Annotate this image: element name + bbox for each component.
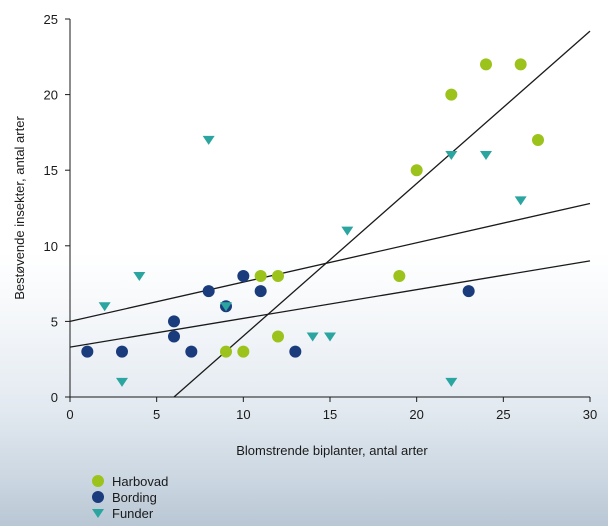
data-points	[81, 58, 544, 387]
data-point-funder	[480, 151, 492, 161]
legend-marker-harbovad	[92, 475, 104, 487]
data-point-harbovad	[410, 164, 423, 177]
data-point-bording	[254, 285, 267, 298]
data-point-funder	[445, 151, 458, 161]
data-point-bording	[168, 330, 180, 343]
data-point-funder	[514, 196, 527, 206]
data-point-harbovad	[514, 58, 527, 71]
data-point-harbovad	[480, 58, 492, 71]
x-tick-label: 30	[583, 407, 597, 422]
y-ticks: 0 5 10 15 20 25	[44, 12, 70, 405]
legend-label-bording: Bording	[112, 490, 157, 505]
data-point-bording	[81, 345, 94, 358]
data-point-bording	[116, 345, 128, 358]
data-point-bording	[202, 285, 215, 298]
data-point-harbovad	[237, 345, 250, 358]
data-point-harbovad	[220, 345, 232, 358]
data-point-funder	[306, 332, 319, 342]
data-point-funder	[324, 332, 336, 342]
x-tick-label: 5	[153, 407, 160, 422]
data-point-bording	[185, 345, 198, 358]
data-point-bording	[462, 285, 475, 298]
data-point-harbovad	[445, 88, 458, 101]
x-tick-label: 25	[496, 407, 510, 422]
data-point-harbovad	[532, 133, 544, 146]
y-tick-label: 5	[51, 314, 58, 329]
legend-marker-funder	[92, 508, 104, 518]
trendlines	[69, 30, 591, 398]
data-point-funder	[341, 226, 354, 236]
y-axis: 0 5 10 15 20 25	[44, 12, 71, 405]
y-tick-label: 0	[51, 390, 58, 405]
data-point-funder	[98, 302, 111, 312]
x-axis-label: Blomstrende biplanter, antal arter	[236, 443, 428, 458]
x-tick-label: 15	[323, 407, 337, 422]
y-tick-label: 20	[44, 88, 58, 103]
data-point-bording	[237, 270, 250, 283]
data-point-funder	[202, 135, 215, 145]
data-point-harbovad	[393, 270, 406, 283]
y-tick-label: 25	[44, 12, 58, 27]
y-tick-label: 15	[44, 163, 58, 178]
data-point-bording	[168, 315, 180, 328]
y-tick-label: 10	[44, 239, 58, 254]
x-tick-label: 20	[409, 407, 423, 422]
data-point-bording	[289, 345, 302, 358]
x-axis: 0 5 10 15 20 25 30	[66, 396, 597, 422]
data-point-funder	[445, 377, 458, 387]
data-point-harbovad	[272, 270, 284, 283]
data-point-funder	[133, 271, 146, 281]
legend-label-harbovad: Harbovad	[112, 474, 168, 489]
legend-label-funder: Funder	[112, 506, 154, 521]
trendline	[69, 260, 591, 348]
y-axis-label: Bestøvende insekter, antal arter	[12, 116, 27, 300]
x-tick-label: 0	[66, 407, 73, 422]
x-tick-label: 10	[236, 407, 250, 422]
data-point-harbovad	[254, 270, 267, 283]
legend-marker-bording	[92, 491, 104, 503]
trendline	[69, 202, 591, 323]
data-point-funder	[116, 377, 128, 387]
trendline	[173, 30, 591, 398]
x-ticks: 0 5 10 15 20 25 30	[66, 397, 597, 422]
data-point-harbovad	[272, 330, 284, 343]
data-point-funder	[220, 302, 232, 312]
